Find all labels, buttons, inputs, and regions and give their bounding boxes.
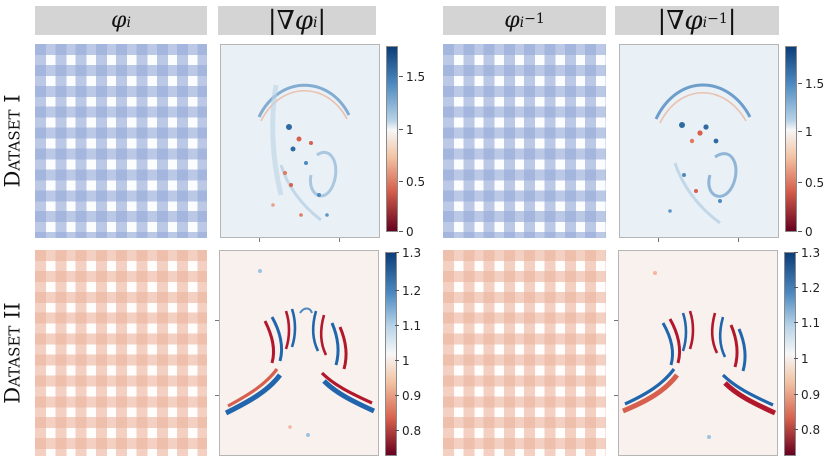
header-grad-phi-subscript: i [312, 14, 318, 31]
colorbar-dataset1-right-tick: 1.5 [797, 77, 825, 91]
colorbar-dataset1-left [386, 46, 398, 232]
header-grad-phi-inverse-symbol: |∇φ [657, 5, 703, 36]
header-phi-inverse-subscript: i [519, 14, 525, 31]
jacobian-map-dataset2-drawing [224, 269, 376, 437]
axis-tick-mark [614, 320, 618, 321]
axis-tick-mark [658, 238, 659, 242]
jacobian-map-dataset1 [220, 44, 380, 238]
axis-tick-mark [614, 395, 618, 396]
colorbar-dataset1-right [785, 46, 797, 232]
inverse-deformation-grid-dataset1 [443, 44, 606, 238]
colorbar-dataset2-right-tick: 0.9 [793, 388, 821, 402]
axis-tick-mark [738, 238, 739, 242]
header-phi-symbol: φ [111, 8, 127, 33]
deformation-grid-dataset2 [35, 250, 207, 456]
colorbar-dataset2-left-tick: 1 [395, 354, 410, 368]
header-phi-subscript: i [126, 14, 131, 31]
header-grad-phi-close: | [317, 5, 327, 36]
colorbar-dataset1-left-tick: 1 [399, 123, 414, 137]
colorbar-dataset2-left-tick: 0.9 [394, 389, 422, 403]
colorbar-dataset2-left-tick: 1.3 [394, 246, 422, 260]
axis-tick-mark [259, 238, 260, 242]
inverse-deformation-grid-dataset2 [443, 250, 606, 456]
colorbar-dataset2-right [784, 252, 796, 456]
colorbar-dataset2-left-tick: 0.8 [394, 424, 422, 438]
header-phi-inverse-symbol: φ [504, 8, 520, 33]
inverse-jacobian-map-dataset2-drawing [622, 271, 777, 439]
header-grad-phi-inverse-superscript: −1 [707, 10, 728, 27]
colorbar-dataset2-left-tick: 1.1 [394, 319, 422, 333]
colorbar-dataset1-right-tick: 0 [798, 225, 813, 239]
jacobian-map-dataset1-drawing [257, 83, 351, 222]
colorbar-dataset2-right-tick: 1.3 [793, 246, 821, 260]
header-phi-inverse-superscript: −1 [524, 10, 545, 27]
header-grad-phi-symbol: |∇φ [267, 5, 313, 36]
inverse-jacobian-map-dataset2 [618, 250, 778, 456]
inverse-jacobian-map-dataset1-drawing [654, 83, 752, 225]
row-label-dataset2: Dataset II [0, 250, 26, 456]
colorbar-dataset1-right-tick: 0.5 [797, 176, 825, 190]
header-phi-inverse: φ i −1 [443, 6, 606, 35]
header-grad-phi-inverse-subscript: i [702, 14, 708, 31]
row-label-dataset2-text: Dataset II [1, 302, 25, 404]
colorbar-dataset1-right-tick: 1 [798, 125, 813, 139]
header-grad-phi-inverse-close: | [727, 5, 737, 36]
inverse-jacobian-map-dataset1 [619, 44, 779, 238]
colorbar-dataset2-right-tick: 1.1 [793, 316, 821, 330]
colorbar-dataset2-right-tick: 1.2 [793, 281, 821, 295]
header-grad-phi-inverse: |∇φ i −1 | [615, 6, 779, 35]
row-label-dataset1: Dataset I [0, 44, 26, 238]
jacobian-map-dataset2 [219, 250, 379, 456]
colorbar-dataset1-left-tick: 0 [399, 225, 414, 239]
colorbar-dataset1-left-tick: 0.5 [398, 175, 426, 189]
deformation-grid-dataset1 [35, 44, 207, 238]
header-grad-phi: |∇φ i | [218, 6, 376, 35]
axis-tick-mark [215, 320, 219, 321]
row-label-dataset1-text: Dataset I [1, 94, 26, 188]
colorbar-dataset2-right-tick: 1 [794, 352, 809, 366]
colorbar-dataset2-right-tick: 0.8 [793, 423, 821, 437]
axis-tick-mark [339, 238, 340, 242]
axis-tick-mark [215, 395, 219, 396]
colorbar-dataset1-left-tick: 1.5 [398, 70, 426, 84]
colorbar-dataset2-left [385, 252, 397, 456]
colorbar-dataset2-left-tick: 1.2 [394, 284, 422, 298]
